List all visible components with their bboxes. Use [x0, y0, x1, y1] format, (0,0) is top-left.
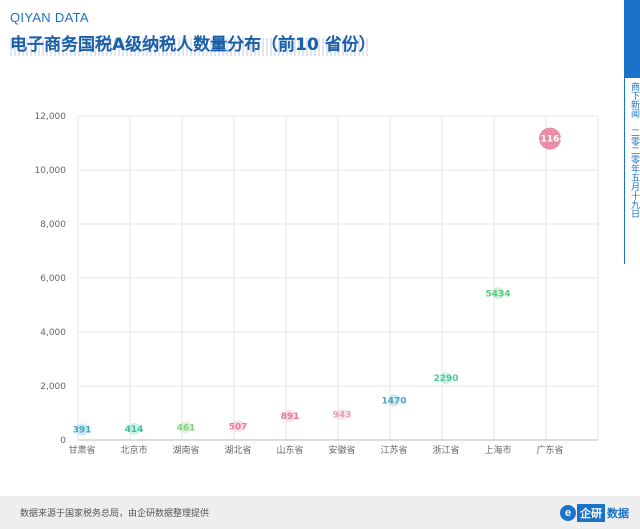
data-label: 1470 [381, 396, 406, 406]
x-tick-label: 湖南省 [172, 444, 199, 456]
y-tick-label: 6,000 [40, 274, 66, 284]
data-label: 2290 [433, 374, 458, 384]
logo-mark-icon: e [560, 505, 576, 521]
data-point [284, 409, 296, 422]
side-date-note: 商下新闻 二零二零年五月十九日 [629, 82, 639, 218]
y-tick-label: 0 [60, 436, 66, 446]
x-tick-label: 山东省 [276, 444, 303, 456]
x-tick-label: 上海市 [484, 444, 511, 456]
data-point [440, 372, 452, 385]
data-label: 943 [333, 411, 352, 421]
x-tick-label: 江苏省 [380, 444, 407, 456]
x-tick-label: 湖北省 [224, 444, 251, 456]
data-label: 507 [229, 422, 248, 432]
logo-box: 企研 [577, 504, 605, 522]
data-point [76, 423, 88, 436]
side-divider [624, 78, 625, 264]
data-label: 461 [177, 424, 196, 434]
y-tick-label: 2,000 [40, 382, 66, 392]
chart-title: 电子商务国税A级纳税人数量分布（前10 省份） [10, 35, 376, 55]
x-tick-label: 北京市 [120, 444, 147, 456]
data-label: 414 [125, 425, 144, 435]
data-label: 5434 [485, 289, 510, 299]
data-point [539, 127, 561, 150]
chart-grid [77, 115, 599, 441]
side-tab [624, 0, 640, 78]
y-axis: 0 2,000 4,000 6,000 8,000 10,000 12,000 [35, 112, 67, 446]
data-label: 11164 [534, 135, 565, 145]
x-axis: 甘肃省 北京市 湖南省 湖北省 山东省 安徽省 江苏省 浙江省 上海市 广东省 [68, 439, 598, 456]
qiyan-logo: e 企研 数据 [560, 503, 629, 523]
data-point [232, 420, 244, 433]
data-point [128, 422, 140, 435]
data-label: 391 [73, 425, 92, 435]
y-tick-label: 8,000 [40, 220, 66, 230]
brand-label: QIYAN DATA [10, 10, 89, 25]
data-label: 891 [281, 412, 300, 422]
data-point [336, 408, 348, 421]
footer: 数据来源于国家税务总局，由企研数据整理提供 e 企研 数据 [0, 496, 640, 529]
logo-text: 数据 [607, 507, 629, 520]
title-decoration [10, 38, 368, 56]
y-tick-label: 12,000 [35, 112, 67, 122]
source-note: 数据来源于国家税务总局，由企研数据整理提供 [20, 509, 210, 519]
data-point [180, 421, 192, 434]
x-tick-label: 浙江省 [432, 444, 459, 456]
data-point [492, 287, 504, 300]
y-tick-label: 4,000 [40, 328, 66, 338]
y-tick-label: 10,000 [35, 166, 67, 176]
x-tick-label: 广东省 [536, 444, 563, 456]
data-point [388, 394, 400, 407]
data-points: 391 414 461 507 891 943 1470 2290 5434 11164 [73, 127, 566, 436]
x-tick-label: 甘肃省 [68, 444, 95, 456]
scatter-chart: 0 2,000 4,000 6,000 8,000 10,000 12,000 甘肃省 北京市… [35, 112, 599, 456]
x-tick-label: 安徽省 [328, 444, 355, 456]
